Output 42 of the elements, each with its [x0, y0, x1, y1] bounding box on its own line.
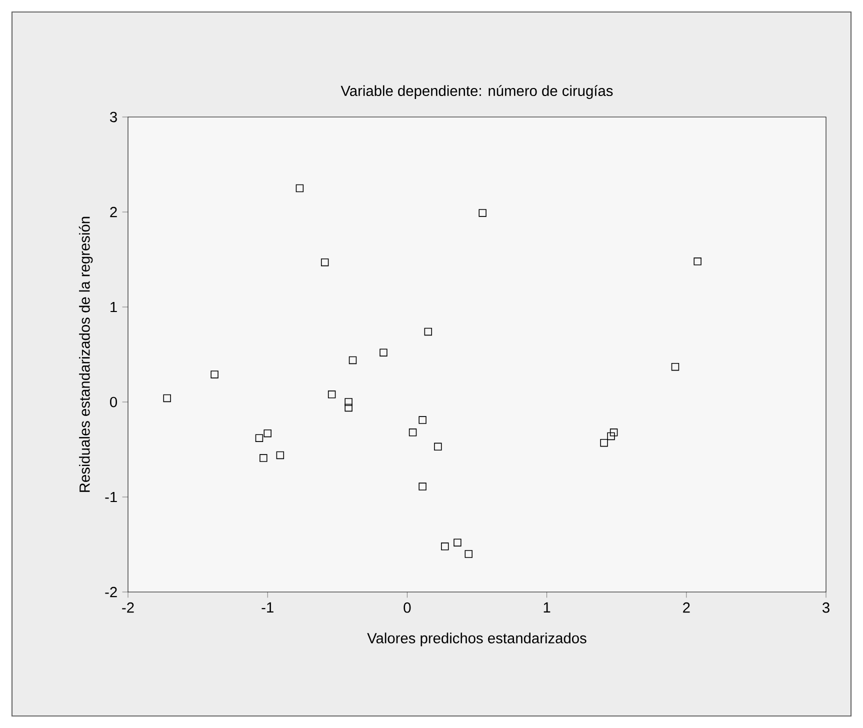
point: [380, 348, 388, 356]
y-axis-title: Residuales estandarizados de la regresión: [78, 216, 93, 492]
point: [454, 538, 462, 546]
y-tick-label: 3: [110, 112, 117, 122]
x-axis-title: Valores predichos estandarizados: [367, 632, 586, 646]
x-tick-label: -1: [262, 602, 274, 612]
x-tick-label: 3: [822, 602, 830, 613]
point: [418, 416, 426, 424]
x-tick-label: 1: [544, 602, 550, 612]
point: [434, 442, 442, 451]
x-tick-label: 2: [683, 602, 690, 613]
point: [344, 398, 352, 406]
point: [478, 209, 486, 217]
chart-title: Variable dependiente: número de cirugías: [340, 85, 613, 99]
y-tick-label: -1: [105, 492, 117, 502]
point: [607, 432, 615, 440]
point: [320, 258, 329, 266]
point: [210, 370, 218, 378]
point: [424, 328, 432, 336]
point: [344, 404, 352, 412]
point: [255, 434, 264, 442]
y-tick-label: -2: [105, 586, 117, 598]
point: [418, 482, 426, 490]
point: [610, 428, 618, 436]
point: [464, 550, 472, 558]
point: [264, 429, 272, 438]
point: [441, 542, 449, 550]
point: [671, 362, 680, 371]
x-tick-label: 0: [404, 602, 411, 613]
point: [260, 454, 268, 462]
point: [348, 356, 357, 364]
y-tick-label: 2: [110, 206, 117, 218]
point: [600, 438, 608, 447]
point: [328, 390, 336, 398]
point: [694, 258, 702, 266]
point: [276, 451, 284, 460]
point: [296, 184, 304, 192]
point: [163, 394, 171, 402]
y-tick-label: 1: [110, 302, 117, 312]
point: [408, 428, 417, 436]
y-tick-label: 0: [110, 396, 118, 408]
x-tick-label: -2: [122, 602, 134, 613]
